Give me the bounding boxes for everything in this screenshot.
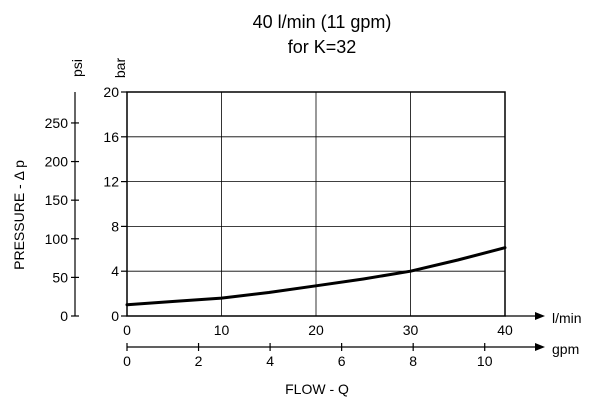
x-axis-title: FLOW - Q (285, 381, 349, 397)
chart-title: 40 l/min (11 gpm) (253, 12, 392, 32)
psi-tick-label: 50 (52, 269, 68, 285)
lmin-unit-label: l/min (552, 310, 582, 326)
bar-tick-label: 8 (111, 218, 119, 234)
bar-tick-label: 0 (111, 308, 119, 324)
psi-tick-label: 0 (60, 308, 68, 324)
plot-border (126, 91, 506, 317)
psi-tick-label: 250 (45, 115, 69, 131)
bar-tick-label: 16 (103, 129, 119, 145)
bar-unit-label: bar (112, 58, 128, 79)
lmin-tick-label: 0 (123, 322, 131, 338)
gpm-unit-label: gpm (552, 341, 579, 357)
gpm-axis-arrow (535, 343, 545, 351)
lmin-tick-label: 40 (497, 322, 513, 338)
gpm-tick-label: 4 (266, 353, 274, 369)
psi-tick-label: 100 (45, 231, 69, 247)
lmin-tick-label: 20 (308, 322, 324, 338)
psi-tick-label: 150 (45, 192, 69, 208)
bar-tick-label: 12 (103, 174, 119, 190)
bar-tick-label: 20 (103, 84, 119, 100)
pressure-drop-curve (125, 246, 507, 307)
gpm-tick-label: 8 (409, 353, 417, 369)
lmin-axis-arrow (535, 312, 545, 320)
gpm-tick-label: 10 (477, 353, 493, 369)
lmin-tick-label: 30 (403, 322, 419, 338)
gpm-tick-label: 6 (338, 353, 346, 369)
psi-unit-label: psi (69, 59, 85, 77)
bar-tick-label: 4 (111, 263, 119, 279)
chart-subtitle: for K=32 (288, 37, 357, 57)
lmin-tick-label: 10 (214, 322, 230, 338)
psi-tick-label: 200 (45, 154, 69, 170)
gpm-tick-label: 2 (195, 353, 203, 369)
gpm-tick-label: 0 (123, 353, 131, 369)
y-axis-title: PRESSURE - Δ p (11, 160, 27, 270)
